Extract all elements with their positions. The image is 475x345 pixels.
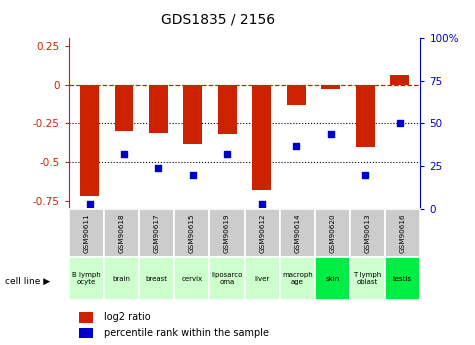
Point — [120, 151, 128, 157]
Text: macroph
age: macroph age — [282, 272, 313, 285]
Text: GSM90619: GSM90619 — [224, 213, 230, 253]
Text: GSM90614: GSM90614 — [294, 213, 300, 253]
Bar — [174, 257, 209, 300]
Bar — [79, 312, 94, 323]
Bar — [139, 257, 174, 300]
Bar — [252, 85, 271, 190]
Bar — [104, 209, 139, 257]
Point — [189, 172, 197, 177]
Bar — [139, 209, 174, 257]
Bar — [209, 209, 245, 257]
Bar — [280, 257, 315, 300]
Text: GSM90616: GSM90616 — [400, 213, 406, 253]
Bar — [209, 257, 245, 300]
Text: percentile rank within the sample: percentile rank within the sample — [104, 328, 269, 338]
Bar — [174, 209, 209, 257]
Text: liposarco
oma: liposarco oma — [211, 272, 243, 285]
Text: log2 ratio: log2 ratio — [104, 313, 151, 322]
Point — [293, 143, 300, 148]
Bar — [390, 75, 409, 85]
Bar — [385, 257, 420, 300]
Bar — [69, 257, 104, 300]
Bar — [287, 85, 306, 105]
Text: breast: breast — [146, 276, 168, 282]
Bar — [149, 85, 168, 132]
Bar — [218, 85, 237, 134]
Text: T lymph
oblast: T lymph oblast — [353, 272, 382, 285]
Bar — [356, 85, 375, 147]
Text: brain: brain — [113, 276, 131, 282]
Point — [361, 172, 369, 177]
Text: liver: liver — [255, 276, 270, 282]
Text: GSM90615: GSM90615 — [189, 213, 195, 253]
Bar — [104, 257, 139, 300]
Bar — [385, 209, 420, 257]
Text: testis: testis — [393, 276, 412, 282]
Text: GDS1835 / 2156: GDS1835 / 2156 — [162, 12, 276, 26]
Text: GSM90613: GSM90613 — [365, 213, 370, 253]
Bar — [350, 257, 385, 300]
Text: GSM90611: GSM90611 — [84, 213, 89, 253]
Text: GSM90617: GSM90617 — [154, 213, 160, 253]
Bar — [183, 85, 202, 144]
Text: GSM90620: GSM90620 — [330, 213, 335, 253]
Point — [86, 201, 94, 206]
Text: skin: skin — [325, 276, 340, 282]
Bar — [69, 209, 104, 257]
Bar — [321, 85, 340, 89]
Bar — [280, 209, 315, 257]
Text: B lymph
ocyte: B lymph ocyte — [72, 272, 101, 285]
Bar — [80, 85, 99, 196]
Text: GSM90612: GSM90612 — [259, 213, 265, 253]
Bar — [315, 209, 350, 257]
Text: cell line ▶: cell line ▶ — [5, 277, 50, 286]
Bar — [245, 209, 280, 257]
Point — [155, 165, 162, 170]
Bar — [315, 257, 350, 300]
Text: GSM90618: GSM90618 — [119, 213, 124, 253]
Point — [258, 201, 266, 206]
Point — [224, 151, 231, 157]
Bar — [245, 257, 280, 300]
Text: cervix: cervix — [181, 276, 202, 282]
Point — [327, 131, 334, 136]
Point — [396, 120, 403, 126]
Bar — [114, 85, 133, 131]
Bar — [350, 209, 385, 257]
Bar — [79, 328, 94, 338]
